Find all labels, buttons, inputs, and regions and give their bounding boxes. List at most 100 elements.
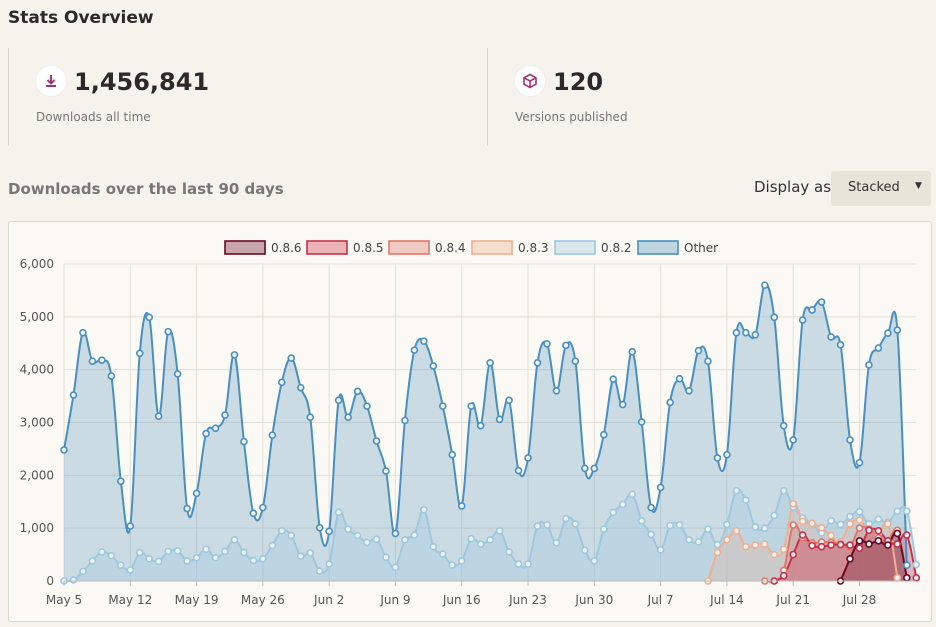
display-mode-select[interactable]: Stacked ▼ (831, 171, 931, 206)
data-point-Other (211, 424, 220, 433)
display-mode-value: Stacked (848, 180, 900, 195)
data-point-Other (808, 306, 816, 314)
data-point-0.8.2 (581, 546, 589, 555)
data-point-0.8.2 (704, 525, 712, 534)
data-point-0.8.2 (401, 535, 409, 544)
data-point-Other (685, 387, 693, 395)
legend-swatch-0.8.4 (388, 240, 430, 255)
data-point-0.8.2 (268, 541, 277, 550)
data-point-Other (372, 437, 381, 445)
data-point-0.8.2 (476, 540, 485, 548)
data-point-Other (599, 430, 608, 439)
data-point-0.8.2 (183, 557, 191, 565)
versions-published-value: 120 (553, 68, 604, 96)
data-point-0.8.2 (618, 500, 627, 509)
data-point-0.8.6 (893, 529, 902, 538)
data-point-0.8.2 (126, 566, 135, 574)
data-point-0.8.2 (609, 508, 618, 517)
data-point-0.8.3 (760, 540, 769, 548)
data-point-Other (618, 400, 627, 409)
data-point-0.8.2 (145, 555, 154, 563)
data-point-0.8.5 (912, 574, 921, 582)
data-point-Other (760, 281, 769, 289)
data-point-Other (382, 467, 390, 475)
data-point-Other (694, 346, 703, 355)
data-point-0.8.2 (495, 527, 504, 535)
data-point-0.8.3 (742, 542, 750, 551)
data-point-Other (543, 339, 551, 348)
data-point-Other (846, 436, 854, 444)
data-point-Other (344, 413, 352, 422)
data-point-Other (164, 327, 172, 336)
data-point-Other (817, 298, 826, 306)
x-tick-label: Jun 23 (508, 593, 547, 607)
data-point-0.8.2 (732, 486, 741, 495)
data-point-0.8.2 (628, 490, 637, 499)
data-point-0.8.2 (353, 531, 362, 540)
data-point-Other (666, 398, 674, 407)
downloads-chart: 0 1,000 2,000 3,000 4,000 5,000 6,000 May 5 May … (8, 221, 932, 622)
data-point-0.8.2 (306, 549, 315, 557)
x-tick-label: May 19 (175, 593, 219, 607)
data-point-Other (713, 454, 722, 462)
legend-swatch-Other (637, 240, 679, 255)
data-point-0.8.3 (713, 548, 722, 557)
data-point-0.8.3 (846, 520, 854, 528)
y-tick-label: 4,000 (20, 363, 54, 377)
x-tick-label: May 5 (46, 593, 82, 607)
data-point-0.8.6 (855, 537, 864, 545)
data-point-Other (855, 458, 864, 467)
data-point-Other (865, 361, 873, 369)
legend-label-0.8.4: 0.8.4 (435, 241, 466, 255)
data-point-0.8.5 (827, 541, 835, 549)
data-point-0.8.2 (448, 561, 457, 569)
data-point-Other (315, 523, 324, 532)
data-point-0.8.2 (590, 557, 599, 565)
data-point-0.8.2 (656, 546, 665, 554)
data-point-Other (259, 503, 267, 512)
data-point-0.8.3 (789, 500, 797, 508)
data-point-0.8.2 (647, 530, 655, 539)
data-point-Other (524, 454, 532, 462)
data-point-0.8.3 (808, 519, 816, 528)
data-point-0.8.2 (287, 531, 296, 540)
data-point-Other (107, 372, 116, 380)
data-point-Other (391, 529, 400, 538)
data-point-0.8.5 (893, 540, 902, 548)
data-point-Other (448, 450, 457, 459)
data-point-0.8.5 (874, 527, 883, 535)
data-point-Other (69, 391, 78, 399)
x-tick-label: Jun 16 (442, 593, 481, 607)
data-point-0.8.3 (751, 541, 760, 549)
x-tick-label: Jun 30 (574, 593, 613, 607)
data-point-0.8.2 (372, 535, 381, 544)
data-point-0.8.3 (855, 516, 864, 525)
data-point-Other (893, 326, 902, 334)
data-point-Other (827, 333, 835, 341)
data-point-Other (98, 356, 106, 364)
data-point-0.8.6 (903, 574, 911, 582)
data-point-0.8.2 (325, 560, 333, 568)
data-point-Other (154, 412, 163, 420)
x-tick-label: Jun 2 (313, 593, 344, 607)
data-point-Other (438, 402, 447, 410)
data-point-Other (420, 337, 428, 345)
series-line-Other (63, 283, 908, 566)
data-point-Other (249, 509, 258, 518)
y-tick-label: 2,000 (20, 468, 54, 482)
data-point-0.8.2 (533, 522, 542, 530)
legend-label-0.8.2: 0.8.2 (601, 241, 632, 255)
data-point-0.8.5 (903, 531, 911, 539)
data-point-Other (117, 477, 125, 485)
data-point-0.8.5 (865, 526, 873, 535)
data-point-0.8.2 (524, 560, 532, 568)
data-point-Other (192, 489, 201, 498)
data-point-Other (903, 561, 911, 569)
data-point-0.8.2 (221, 547, 229, 556)
data-point-Other (798, 316, 807, 324)
display-as-label: Display as (754, 178, 832, 196)
data-point-0.8.2 (107, 551, 116, 560)
x-tick-label: Jul 14 (709, 593, 744, 607)
package-icon (515, 66, 545, 96)
data-point-0.8.3 (779, 545, 788, 554)
